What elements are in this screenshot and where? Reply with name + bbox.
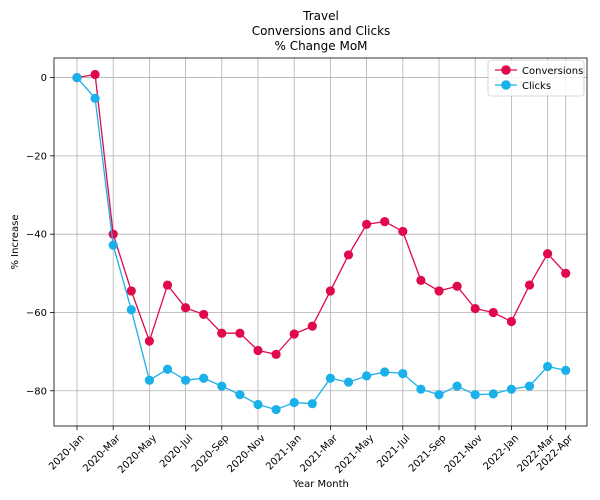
axis-ticks: 0−20−40−60−802020-Jan2020-Mar2020-May202… — [26, 73, 576, 476]
data-point-conversions — [561, 268, 571, 278]
legend-label-clicks: Clicks — [522, 81, 551, 92]
legend-marker-conversions — [501, 65, 511, 75]
data-point-conversions — [90, 69, 100, 80]
data-point-conversions — [253, 345, 263, 356]
legend-marker-clicks — [501, 80, 511, 90]
grid — [54, 58, 587, 426]
data-point-clicks — [235, 390, 245, 400]
data-point-clicks — [271, 404, 281, 415]
data-point-clicks — [524, 381, 535, 391]
legend-label-conversions: Conversions — [522, 66, 583, 77]
data-point-clicks — [162, 364, 173, 374]
data-point-clicks — [325, 373, 335, 383]
data-point-clicks — [289, 397, 299, 408]
data-point-clicks — [144, 375, 154, 385]
data-point-conversions — [126, 286, 136, 296]
data-point-clicks — [561, 365, 571, 376]
data-point-clicks — [108, 240, 118, 250]
x-tick-label: 2020-Jul — [158, 433, 195, 470]
y-tick-label: −60 — [26, 308, 47, 319]
data-point-conversions — [434, 286, 444, 296]
series-line-clicks — [76, 77, 566, 411]
data-point-conversions — [325, 286, 335, 296]
data-point-conversions — [199, 309, 209, 320]
data-point-conversions — [452, 281, 462, 291]
data-point-clicks — [90, 93, 100, 103]
data-point-clicks — [543, 361, 553, 372]
data-point-conversions — [235, 328, 245, 338]
data-point-clicks — [307, 399, 317, 409]
data-point-clicks — [72, 72, 82, 83]
data-point-conversions — [343, 250, 354, 260]
data-point-clicks — [199, 373, 209, 383]
data-point-conversions — [380, 217, 390, 227]
chart-title-line-3: % Change MoM — [274, 39, 367, 53]
data-point-clicks — [470, 390, 480, 400]
data-point-clicks — [181, 375, 191, 385]
x-tick-label: 2020-May — [116, 433, 159, 476]
data-point-conversions — [506, 316, 516, 327]
data-point-conversions — [416, 275, 426, 285]
y-tick-label: −40 — [26, 230, 47, 241]
data-point-clicks — [126, 305, 136, 315]
data-point-conversions — [488, 307, 498, 318]
data-point-clicks — [506, 384, 516, 394]
chart-title-line-1: Travel — [302, 9, 339, 23]
y-axis-label: % Increase — [10, 215, 21, 270]
plot-area — [53, 57, 588, 427]
x-axis-label: Year Month — [292, 479, 349, 490]
series-line-conversions — [76, 73, 567, 356]
data-point-conversions — [162, 280, 173, 290]
data-point-clicks — [416, 384, 426, 394]
data-point-conversions — [217, 328, 227, 338]
y-tick-label: 0 — [41, 73, 47, 84]
data-point-clicks — [434, 390, 444, 400]
x-tick-label: 2021-May — [333, 433, 376, 476]
data-point-clicks — [343, 377, 354, 387]
data-point-conversions — [108, 229, 118, 239]
y-tick-label: −20 — [26, 151, 47, 162]
data-point-conversions — [543, 249, 553, 259]
x-tick-label: 2021-Nov — [443, 433, 485, 475]
data-point-conversions — [289, 329, 299, 339]
data-point-conversions — [307, 321, 317, 331]
series-layer — [72, 69, 571, 415]
data-point-conversions — [524, 280, 535, 290]
legend: Conversions Clicks — [487, 59, 585, 97]
data-point-conversions — [271, 349, 281, 359]
y-tick-label: −80 — [26, 386, 47, 397]
data-point-clicks — [398, 368, 408, 379]
data-point-clicks — [362, 371, 372, 381]
data-point-conversions — [362, 219, 372, 229]
data-point-conversions — [398, 226, 408, 237]
chart-title-line-2: Conversions and Clicks — [252, 24, 391, 38]
x-tick-label: 2020-Nov — [226, 433, 268, 475]
data-point-conversions — [181, 303, 191, 313]
data-point-conversions — [144, 336, 154, 346]
x-tick-label: 2021-Jul — [375, 433, 412, 470]
legend-box — [487, 59, 585, 97]
data-point-clicks — [452, 381, 462, 391]
data-point-clicks — [380, 367, 390, 377]
data-point-conversions — [470, 303, 480, 314]
data-point-clicks — [253, 399, 263, 410]
data-point-clicks — [217, 381, 227, 391]
data-point-clicks — [488, 389, 498, 399]
